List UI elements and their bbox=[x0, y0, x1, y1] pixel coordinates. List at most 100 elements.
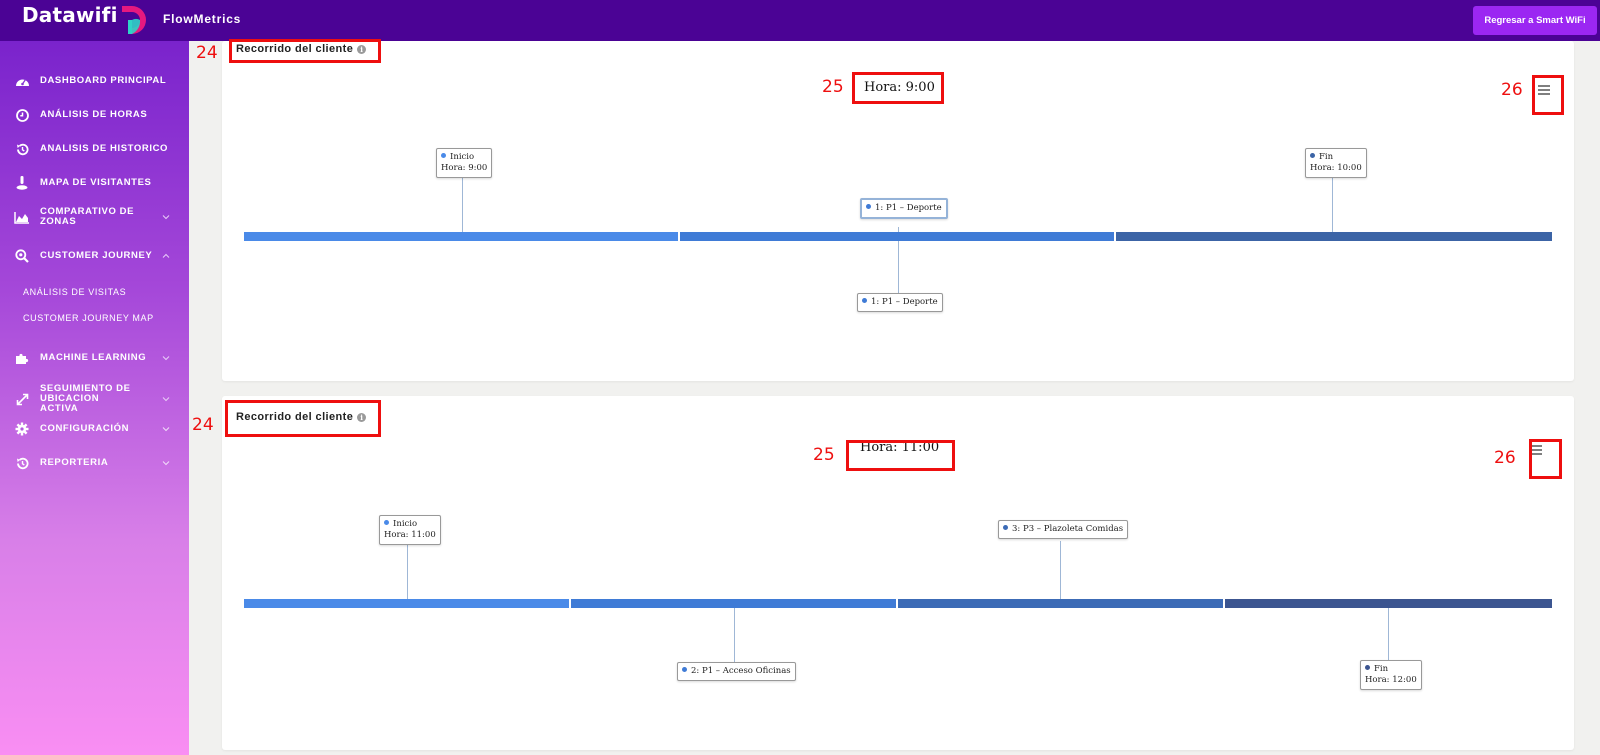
annotation-number: 24 bbox=[192, 415, 214, 435]
clock-icon bbox=[14, 107, 30, 123]
annotation-number: 26 bbox=[1501, 80, 1523, 100]
event-dot bbox=[862, 298, 867, 303]
timeline-segment bbox=[244, 232, 678, 241]
sidebar-item-label: ANÁLISIS DE HORAS bbox=[40, 109, 148, 120]
annotation-box-menu bbox=[1529, 439, 1562, 479]
annotation-box-hora bbox=[846, 440, 955, 471]
sidebar-item-machine-learning[interactable]: MACHINE LEARNING bbox=[14, 350, 184, 366]
event-dot bbox=[384, 520, 389, 525]
search-icon bbox=[14, 248, 30, 264]
annotation-number: 24 bbox=[196, 43, 218, 63]
sidebar-subitem-customer-journey-map[interactable]: CUSTOMER JOURNEY MAP bbox=[23, 313, 154, 323]
annotation-number: 25 bbox=[813, 445, 835, 465]
gauge-icon bbox=[14, 73, 30, 89]
event-dot bbox=[1310, 153, 1315, 158]
event-label-p1-deporte[interactable]: 1: P1 – Deporte bbox=[857, 293, 943, 312]
chevron-up-icon bbox=[162, 253, 170, 258]
chart-hora-title: Hora: 11:00 bbox=[860, 440, 940, 455]
event-dot bbox=[441, 153, 446, 158]
sidebar-item-label: REPORTERIA bbox=[40, 457, 109, 468]
sidebar-item-seguimiento[interactable]: SEGUIMIENTO DE UBICACION ACTIVA bbox=[14, 384, 184, 414]
sidebar-item-configuracion[interactable]: CONFIGURACIÓN bbox=[14, 421, 184, 437]
event-connector bbox=[1332, 177, 1333, 232]
area-chart-icon bbox=[14, 209, 30, 225]
customer-journey-card: Recorrido del cliente i Hora: 9:00 Inicio… bbox=[222, 41, 1574, 381]
annotation-box-menu bbox=[1532, 75, 1564, 115]
timeline-segment bbox=[1116, 232, 1552, 241]
chevron-down-icon bbox=[162, 397, 170, 402]
event-connector bbox=[462, 177, 463, 232]
card-title-text: Recorrido del cliente bbox=[236, 43, 354, 55]
sidebar-item-label: MACHINE LEARNING bbox=[40, 352, 147, 363]
sidebar-item-comparativo[interactable]: COMPARATIVO DE ZONAS bbox=[14, 207, 184, 227]
chart-menu-button[interactable] bbox=[1526, 440, 1546, 460]
event-label-plazoleta-comidas[interactable]: 3: P3 – Plazoleta Comidas bbox=[998, 520, 1129, 539]
event-connector bbox=[407, 544, 408, 599]
logo-mark-icon bbox=[122, 6, 146, 34]
gear-icon bbox=[14, 421, 30, 437]
top-bar: Datawifi FlowMetrics Regresar a Smart Wi… bbox=[0, 0, 1600, 41]
card-title: Recorrido del cliente i bbox=[236, 411, 367, 423]
event-connector bbox=[734, 608, 735, 663]
chart-menu-button[interactable] bbox=[1534, 80, 1554, 100]
event-label-inicio[interactable]: Inicio Hora: 11:00 bbox=[379, 515, 441, 545]
sidebar-subitem-analisis-visitas[interactable]: ANÁLISIS DE VISITAS bbox=[23, 287, 127, 297]
chevron-down-icon bbox=[162, 215, 170, 220]
info-icon[interactable]: i bbox=[357, 412, 367, 422]
event-label-inicio[interactable]: Inicio Hora: 9:00 bbox=[436, 148, 493, 178]
annotation-box-hora bbox=[852, 72, 944, 104]
sidebar-item-label: SEGUIMIENTO DE UBICACION ACTIVA bbox=[40, 383, 131, 414]
chevron-down-icon bbox=[162, 427, 170, 432]
annotation-box-title bbox=[225, 400, 381, 437]
sidebar-item-label: COMPARATIVO DE ZONAS bbox=[40, 206, 135, 227]
sidebar-item-dashboard[interactable]: DASHBOARD PRINCIPAL bbox=[14, 73, 184, 89]
sidebar-item-label: CONFIGURACIÓN bbox=[40, 423, 130, 434]
timeline-segment bbox=[571, 599, 896, 608]
annotation-number: 26 bbox=[1494, 448, 1516, 468]
event-label-acceso-oficinas[interactable]: 2: P1 – Acceso Oficinas bbox=[677, 662, 796, 681]
sidebar-item-horas[interactable]: ANÁLISIS DE HORAS bbox=[14, 107, 184, 123]
hamburger-icon bbox=[1538, 85, 1550, 95]
card-title-text: Recorrido del cliente bbox=[236, 411, 354, 423]
back-to-smart-wifi-button[interactable]: Regresar a Smart WiFi bbox=[1473, 6, 1597, 35]
sidebar-item-customer-journey[interactable]: CUSTOMER JOURNEY bbox=[14, 248, 184, 264]
map-pin-icon bbox=[14, 175, 30, 191]
event-dot bbox=[1365, 665, 1370, 670]
info-icon[interactable]: i bbox=[357, 44, 367, 54]
sidebar-item-mapa[interactable]: MAPA DE VISITANTES bbox=[14, 175, 184, 191]
card-title: Recorrido del cliente i bbox=[236, 43, 367, 55]
chevron-down-icon bbox=[162, 461, 170, 466]
event-dot bbox=[682, 667, 687, 672]
timeline-segment bbox=[1225, 599, 1552, 608]
event-dot bbox=[866, 204, 871, 209]
event-label-fin[interactable]: Fin Hora: 12:00 bbox=[1360, 660, 1422, 690]
sidebar-item-label: ANALISIS DE HISTORICO bbox=[40, 143, 169, 154]
sidebar-item-reporteria[interactable]: REPORTERIA bbox=[14, 455, 184, 471]
event-connector bbox=[1388, 608, 1389, 661]
sidebar-item-label: MAPA DE VISITANTES bbox=[40, 177, 152, 188]
puzzle-icon bbox=[14, 350, 30, 366]
sidebar-item-historico[interactable]: ANALISIS DE HISTORICO bbox=[14, 141, 184, 157]
chart-hora-title: Hora: 9:00 bbox=[864, 80, 935, 95]
event-connector bbox=[898, 241, 899, 295]
timeline-segment bbox=[244, 599, 569, 608]
sidebar: DASHBOARD PRINCIPAL ANÁLISIS DE HORAS AN… bbox=[0, 41, 189, 755]
event-label-fin[interactable]: Fin Hora: 10:00 bbox=[1305, 148, 1367, 178]
arrows-icon bbox=[14, 391, 30, 407]
event-connector bbox=[898, 227, 899, 232]
timeline-segment bbox=[680, 232, 1114, 241]
hamburger-icon bbox=[1530, 445, 1542, 455]
app-name: FlowMetrics bbox=[163, 12, 242, 26]
annotation-box-title bbox=[229, 39, 381, 63]
history-icon bbox=[14, 455, 30, 471]
logo-text[interactable]: Datawifi bbox=[22, 3, 118, 27]
history-icon bbox=[14, 141, 30, 157]
sidebar-item-label: DASHBOARD PRINCIPAL bbox=[40, 75, 167, 86]
event-dot bbox=[1003, 525, 1008, 530]
timeline-segment bbox=[898, 599, 1223, 608]
customer-journey-card: Recorrido del cliente i Hora: 11:00 Inici… bbox=[222, 396, 1574, 750]
annotation-number: 25 bbox=[822, 77, 844, 97]
event-connector bbox=[1060, 541, 1061, 599]
chevron-down-icon bbox=[162, 356, 170, 361]
event-tooltip-active[interactable]: 1: P1 – Deporte bbox=[860, 198, 948, 219]
